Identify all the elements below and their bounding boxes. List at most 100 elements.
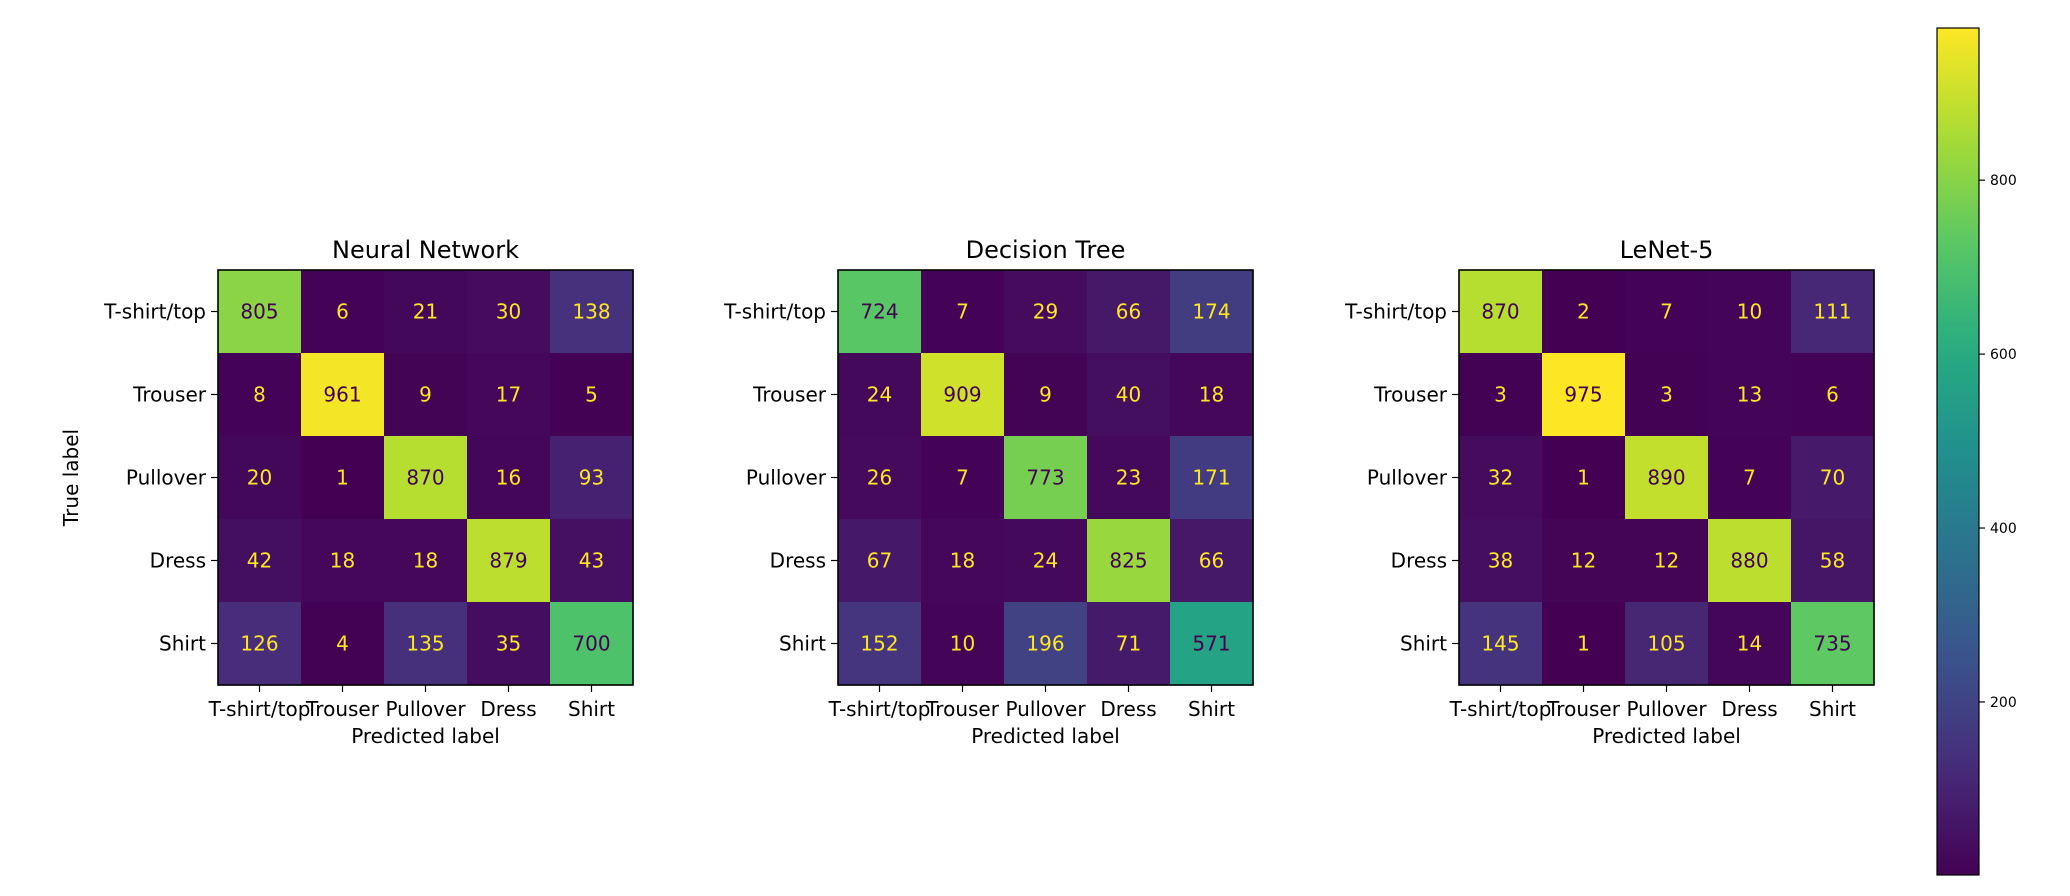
cell-value-label: 890 (1647, 466, 1685, 490)
heatmap-cell (550, 353, 634, 437)
heatmap-cell (1542, 270, 1626, 354)
y-tick-label: Shirt (1400, 632, 1447, 656)
heatmap-cell (838, 436, 922, 520)
cell-value-label: 70 (1820, 466, 1845, 490)
matrix-panel-2: Decision Tree 724 7 29 66 174 24 909 9 40 18 26 7 773… (723, 236, 1254, 748)
y-tick-label: Dress (150, 549, 206, 573)
cell-value-label: 171 (1192, 466, 1230, 490)
cell-value-label: 7 (1660, 300, 1673, 324)
x-tick-label: Dress (480, 697, 536, 721)
heatmap-cell (1459, 436, 1543, 520)
cell-value-label: 8 (253, 383, 266, 407)
heatmap-cell (921, 436, 1005, 520)
cell-value-label: 4 (336, 632, 349, 656)
cell-value-label: 40 (1116, 383, 1141, 407)
cell-value-label: 26 (867, 466, 892, 490)
cell-value-label: 18 (330, 549, 355, 573)
heatmap-cell (218, 353, 302, 437)
heatmap-cell (1087, 353, 1171, 437)
cell-value-label: 909 (943, 383, 981, 407)
heatmap-cell (467, 270, 551, 354)
x-axis-label: Predicted label (1592, 724, 1741, 748)
cell-value-label: 735 (1813, 632, 1851, 656)
cell-value-label: 870 (406, 466, 444, 490)
y-tick-label: Trouser (1373, 383, 1448, 407)
cell-value-label: 93 (579, 466, 604, 490)
y-tick-label: Shirt (159, 632, 206, 656)
heatmap-cell (1170, 602, 1254, 686)
y-tick-label: Pullover (1367, 466, 1448, 490)
cell-value-label: 71 (1116, 632, 1141, 656)
cell-value-label: 880 (1730, 549, 1768, 573)
heatmap-cell (1625, 353, 1709, 437)
heatmap-cell (1170, 519, 1254, 603)
cell-value-label: 174 (1192, 300, 1230, 324)
panel-title: LeNet-5 (1620, 236, 1714, 264)
cell-value-label: 13 (1737, 383, 1762, 407)
cell-value-label: 1 (336, 466, 349, 490)
heatmap-cell (467, 353, 551, 437)
heatmap-cell (1087, 436, 1171, 520)
heatmap-cell (384, 270, 468, 354)
cell-value-label: 825 (1109, 549, 1147, 573)
cell-value-label: 12 (1654, 549, 1679, 573)
heatmap-cell (921, 270, 1005, 354)
cell-value-label: 23 (1116, 466, 1141, 490)
heatmap-cell (1459, 353, 1543, 437)
cell-value-label: 7 (1743, 466, 1756, 490)
y-tick-label: Pullover (126, 466, 207, 490)
heatmap-cell (384, 519, 468, 603)
x-tick-label: Shirt (1809, 697, 1856, 721)
cell-value-label: 805 (240, 300, 278, 324)
heatmap-cell (1170, 270, 1254, 354)
cell-value-label: 975 (1564, 383, 1602, 407)
cell-value-label: 3 (1660, 383, 1673, 407)
x-tick-label: Pullover (1005, 697, 1086, 721)
x-tick-label: Pullover (385, 697, 466, 721)
x-tick-label: Dress (1721, 697, 1777, 721)
y-tick-label: Trouser (752, 383, 827, 407)
heatmap-cell (301, 353, 385, 437)
cell-value-label: 879 (489, 549, 527, 573)
heatmap-cell (550, 602, 634, 686)
cell-value-label: 24 (1033, 549, 1058, 573)
cell-value-label: 2 (1577, 300, 1590, 324)
cell-value-label: 38 (1488, 549, 1513, 573)
heatmap-cell (1791, 270, 1875, 354)
x-tick-label: Trouser (1546, 697, 1621, 721)
y-tick-label: Pullover (746, 466, 827, 490)
colorbar-tick-label: 800 (1990, 173, 2017, 189)
heatmap-cell (1791, 519, 1875, 603)
heatmap-cell (1708, 270, 1792, 354)
cell-value-label: 138 (572, 300, 610, 324)
colorbar-tick-label: 400 (1990, 521, 2017, 537)
y-tick-label: T-shirt/top (1344, 300, 1447, 324)
colorbar: 200 400 600 800 (1936, 27, 2017, 876)
cell-value-label: 17 (496, 383, 521, 407)
colorbar-tick-label: 200 (1990, 695, 2017, 711)
heatmap-cell (1087, 602, 1171, 686)
cell-value-label: 14 (1737, 632, 1762, 656)
heatmap-cell (1625, 270, 1709, 354)
cell-value-label: 24 (867, 383, 892, 407)
cell-value-label: 145 (1481, 632, 1519, 656)
heatmap-cell (218, 436, 302, 520)
x-axis-label: Predicted label (351, 724, 500, 748)
heatmap-cell (1708, 519, 1792, 603)
heatmap-cell (838, 270, 922, 354)
cell-value-label: 5 (585, 383, 598, 407)
y-tick-label: T-shirt/top (103, 300, 206, 324)
heatmap-cell (467, 436, 551, 520)
cell-value-label: 10 (1737, 300, 1762, 324)
cell-value-label: 35 (496, 632, 521, 656)
x-tick-label: Pullover (1626, 697, 1707, 721)
matrix-panel-1: Neural Network 805 6 21 30 138 8 961 9 17 5 20 1 870 1… (59, 236, 634, 748)
y-tick-label: Dress (1391, 549, 1447, 573)
heatmap-cell (1625, 436, 1709, 520)
heatmap-cell (1170, 353, 1254, 437)
heatmap-cell (1459, 519, 1543, 603)
cell-value-label: 152 (860, 632, 898, 656)
x-tick-label: Dress (1100, 697, 1156, 721)
heatmap-cell (838, 602, 922, 686)
heatmap-cell (467, 602, 551, 686)
